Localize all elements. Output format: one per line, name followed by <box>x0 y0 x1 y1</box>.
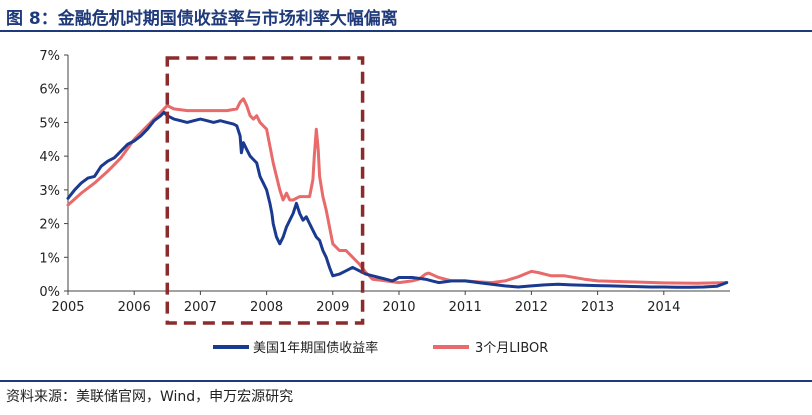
title-divider <box>0 30 812 32</box>
source-note: 资料来源：美联储官网，Wind，申万宏源研究 <box>6 389 294 405</box>
legend-label-libor: 3个月LIBOR <box>475 341 548 356</box>
legend-label-treasury: 美国1年期国债收益率 <box>253 340 378 356</box>
y-tick-label: 4% <box>39 150 60 165</box>
x-tick-label: 2007 <box>184 300 217 315</box>
y-tick-label: 1% <box>39 251 60 266</box>
x-tick-label: 2005 <box>51 300 84 315</box>
series-line-libor <box>66 97 729 285</box>
chart: 0% 1% 2% 3% 4% 5% 6% 7% 2005 2006 2007 2008 2009 2010… <box>39 49 730 356</box>
x-tick-label: 2011 <box>449 300 482 315</box>
x-tick-label: 2008 <box>250 300 283 315</box>
y-tick-label: 2% <box>39 218 60 233</box>
chart-axes: 0% 1% 2% 3% 4% 5% 6% 7% 2005 2006 2007 2008 2009 2010… <box>39 49 730 315</box>
y-tick-label: 5% <box>39 116 60 131</box>
chart-highlight <box>165 56 365 325</box>
y-tick-label: 7% <box>39 49 60 64</box>
crisis-highlight-box <box>165 56 365 325</box>
y-tick-label: 6% <box>39 83 60 98</box>
x-tick-label: 2012 <box>515 300 548 315</box>
x-tick-label: 2009 <box>316 300 349 315</box>
chart-title: 图 8：金融危机时期国债收益率与市场利率大幅偏离 <box>6 9 398 29</box>
y-tick-label: 0% <box>39 285 60 300</box>
y-tick-label: 3% <box>39 184 60 199</box>
x-tick-label: 2014 <box>647 300 680 315</box>
x-tick-label: 2010 <box>382 300 415 315</box>
footer-divider <box>0 380 812 382</box>
x-tick-label: 2013 <box>581 300 614 315</box>
chart-legend: 美国1年期国债收益率 3个月LIBOR <box>213 340 548 356</box>
x-tick-label: 2006 <box>118 300 151 315</box>
